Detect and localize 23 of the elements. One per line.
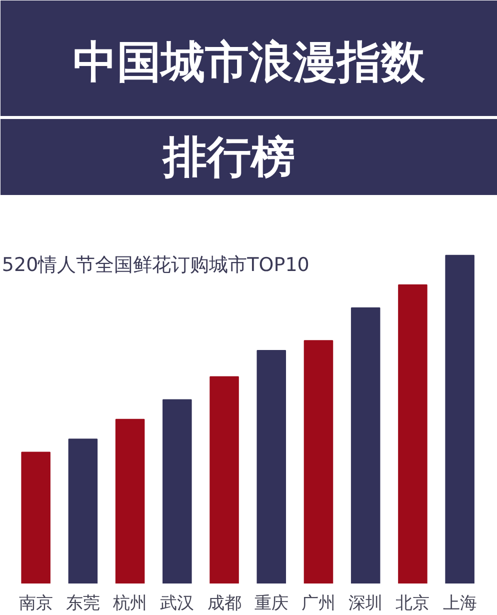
x-tick-label: 北京 xyxy=(396,594,430,612)
x-tick-label: 深圳 xyxy=(348,594,383,612)
bar xyxy=(350,307,380,584)
x-tick-label: 成都 xyxy=(207,594,242,612)
chart-subtitle: 排行榜 xyxy=(161,132,295,183)
bar xyxy=(21,452,50,584)
bar xyxy=(304,340,334,584)
x-tick-label: 重庆 xyxy=(254,594,288,612)
bar xyxy=(68,438,98,584)
x-tick-label: 武汉 xyxy=(160,594,194,612)
x-tick-label: 上海 xyxy=(442,594,477,612)
bar xyxy=(162,399,192,584)
annotation: 520情人节全国鲜花订购城市TOP10 xyxy=(2,254,310,276)
bar xyxy=(445,254,474,584)
bar xyxy=(210,376,239,584)
x-tick-label: 广州 xyxy=(301,594,336,612)
chart-title: 中国城市浪漫指数 xyxy=(73,37,426,88)
x-tick-label: 杭州 xyxy=(112,594,148,612)
x-tick-label: 南京 xyxy=(18,594,53,612)
bar xyxy=(398,284,428,584)
bar xyxy=(256,350,286,584)
bar xyxy=(115,418,145,584)
x-tick-label: 东莞 xyxy=(66,594,100,612)
